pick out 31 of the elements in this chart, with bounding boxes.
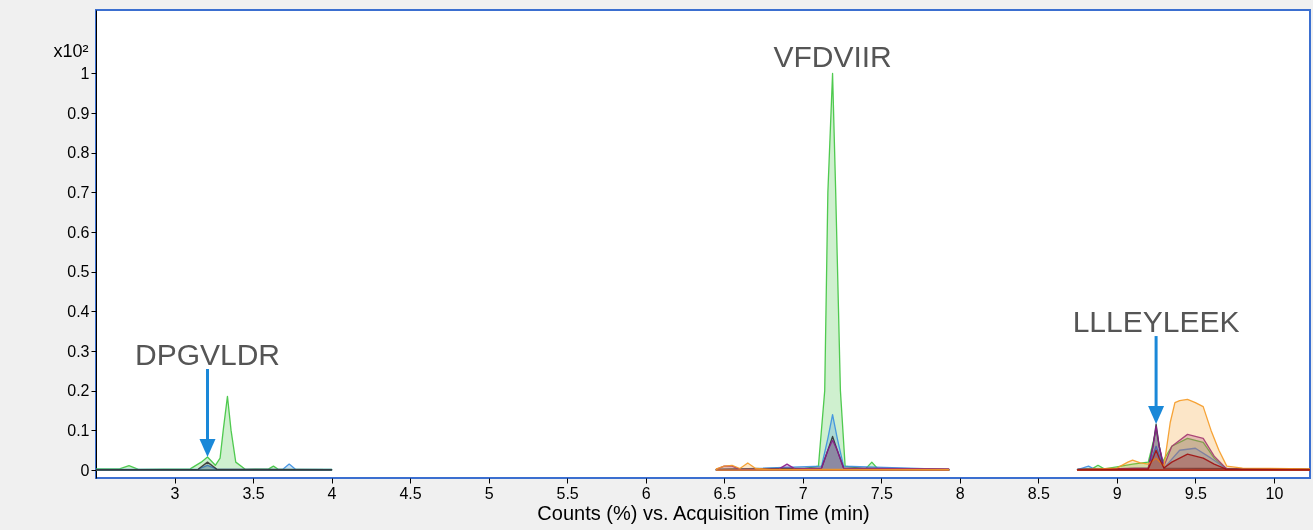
y-axis-title: x10² [53,40,89,61]
annotation: LLLEYLEEK [1072,305,1240,339]
y-tick-label: 0.1 [67,421,90,439]
annotation: VFDVIIR [773,40,892,74]
y-tick-label: 0.4 [67,302,90,320]
x-tick-label: 6 [641,484,651,502]
x-tick-label: 3 [170,484,180,502]
y-tick-label: 0.9 [67,104,90,122]
y-tick-label: 1 [80,64,90,82]
y-tick-label: 0.3 [67,342,90,360]
x-axis-title: Counts (%) vs. Acquisition Time (min) [537,501,870,524]
x-tick-label: 7 [798,484,808,502]
x-tick-label: 4 [327,484,337,502]
y-tick-label: 0.5 [67,263,90,281]
x-tick-label: 10 [1265,484,1284,502]
x-tick-label: 6.5 [713,484,736,502]
x-tick-label: 9 [1112,484,1122,502]
annotation: DPGVLDR [134,337,281,371]
x-tick-label: 7.5 [870,484,893,502]
y-tick-label: 0.7 [67,183,90,201]
y-tick-label: 0.8 [67,144,90,162]
x-tick-label: 9.5 [1184,484,1208,502]
y-tick-label: 0.6 [67,223,90,241]
x-tick-label: 5.5 [556,484,579,502]
x-tick-label: 8 [955,484,965,502]
x-tick-label: 3.5 [242,484,265,502]
y-tick-label: 0.2 [67,382,90,400]
y-tick-label: 0 [80,461,90,479]
x-tick-label: 8.5 [1027,484,1051,502]
x-tick-label: 4.5 [399,484,422,502]
x-tick-label: 5 [484,484,494,502]
